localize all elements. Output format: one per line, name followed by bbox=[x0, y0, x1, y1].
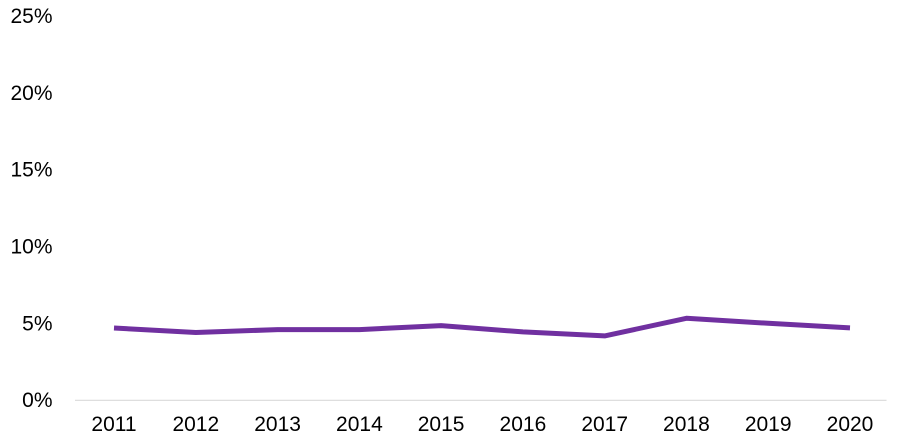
svg-text:2019: 2019 bbox=[745, 413, 792, 436]
svg-text:0%: 0% bbox=[22, 389, 52, 412]
svg-text:2016: 2016 bbox=[500, 413, 547, 436]
svg-text:2018: 2018 bbox=[663, 413, 710, 436]
svg-text:2012: 2012 bbox=[172, 413, 219, 436]
svg-text:10%: 10% bbox=[10, 236, 52, 259]
svg-text:5%: 5% bbox=[22, 312, 52, 335]
svg-text:2015: 2015 bbox=[418, 413, 465, 436]
svg-text:2013: 2013 bbox=[254, 413, 301, 436]
svg-text:2020: 2020 bbox=[827, 413, 874, 436]
svg-text:2011: 2011 bbox=[91, 413, 136, 436]
svg-text:2014: 2014 bbox=[336, 413, 383, 436]
svg-text:25%: 25% bbox=[10, 5, 52, 28]
svg-text:2017: 2017 bbox=[581, 413, 628, 436]
svg-text:15%: 15% bbox=[10, 159, 52, 182]
svg-text:20%: 20% bbox=[10, 82, 52, 105]
